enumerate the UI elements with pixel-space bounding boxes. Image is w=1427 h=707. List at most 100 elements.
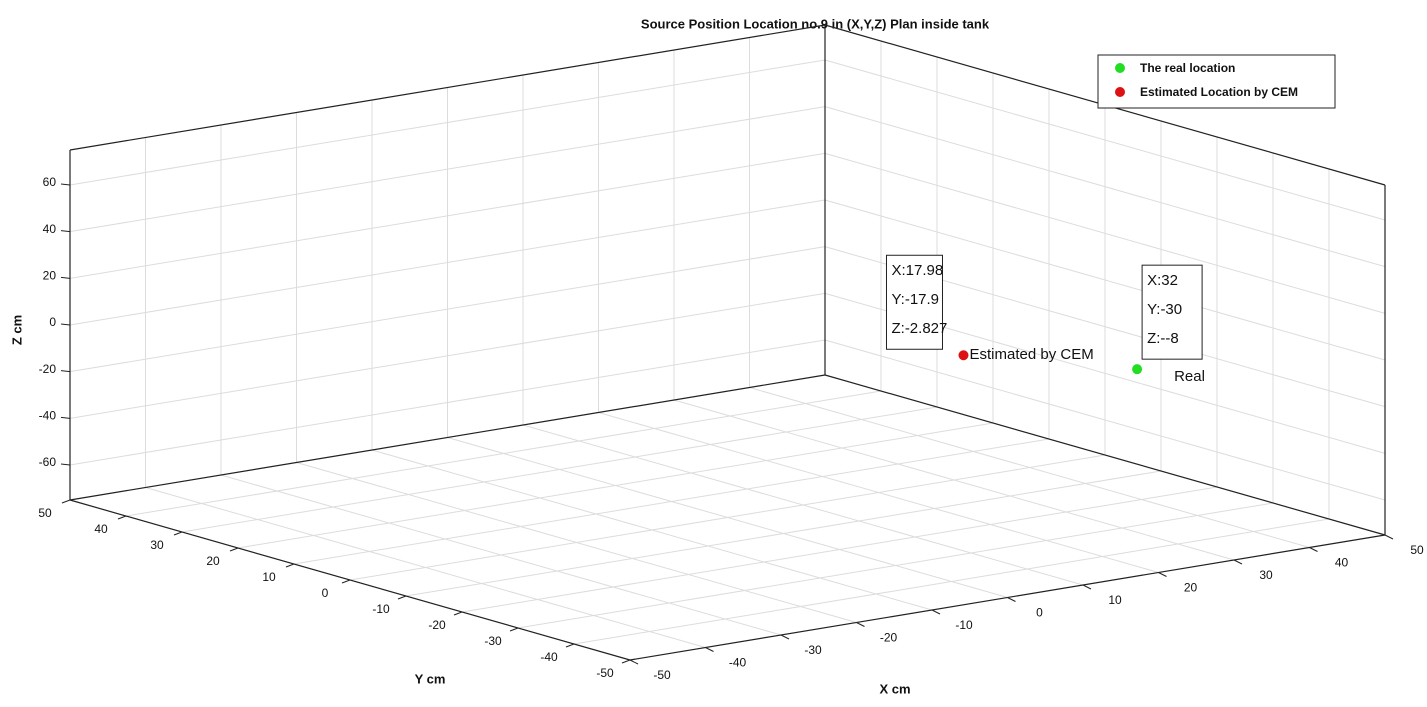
y-tick-label: -50	[596, 666, 614, 680]
grid-line	[69, 246, 826, 373]
z-tick-label: -40	[39, 409, 57, 423]
grid-line	[69, 152, 826, 279]
x-tick	[705, 647, 714, 652]
grid-line	[293, 438, 1050, 565]
x-tick	[1309, 547, 1318, 552]
y-tick-label: -30	[484, 634, 502, 648]
y-tick	[285, 563, 295, 568]
z-tick-label: -20	[39, 362, 57, 376]
x-tick-label: 10	[1108, 593, 1122, 607]
z-tick-label: 40	[43, 222, 57, 236]
z-tick-label: 60	[43, 175, 57, 189]
y-tick-label: 40	[94, 522, 108, 536]
grid-line	[517, 502, 1274, 629]
y-tick-label: 10	[262, 570, 276, 584]
grid-line	[237, 422, 994, 549]
x-tick-label: -50	[653, 668, 671, 682]
y-tick	[229, 547, 239, 552]
grid-line	[824, 59, 1386, 221]
grid-line	[125, 390, 882, 517]
datatip-text: X:32	[1147, 272, 1178, 289]
z-tick	[60, 230, 71, 233]
x-tick-label: -30	[804, 643, 822, 657]
x-tick-label: 50	[1410, 543, 1424, 557]
z-tick	[60, 183, 71, 186]
grid-line	[461, 486, 1218, 613]
y-tick	[117, 515, 127, 520]
grid-line	[69, 59, 826, 186]
grid-line	[69, 292, 826, 419]
point-label: Real	[1174, 368, 1205, 385]
data-point	[1132, 364, 1143, 375]
chart-title: Source Position Location no.9 in (X,Y,Z)…	[641, 16, 990, 31]
z-tick	[60, 416, 71, 419]
x-tick	[1384, 534, 1394, 540]
grid-line	[349, 454, 1106, 581]
y-tick	[621, 659, 631, 664]
y-tick-label: -10	[372, 602, 390, 616]
z-tick-label: 0	[49, 315, 56, 329]
x-tick	[629, 659, 639, 665]
y-axis-label: Y cm	[415, 671, 446, 686]
y-tick-label: 0	[322, 586, 329, 600]
x-tick-label: -20	[880, 631, 898, 645]
data-point	[958, 350, 969, 361]
y-tick	[397, 595, 407, 600]
axis-box	[824, 374, 1386, 536]
z-tick	[60, 276, 71, 279]
grid-line	[181, 406, 938, 533]
legend-label: The real location	[1140, 61, 1235, 75]
x-axis-label: X cm	[879, 681, 910, 696]
y-tick-label: 20	[206, 554, 220, 568]
z-tick	[60, 370, 71, 373]
grid-line	[69, 339, 826, 466]
legend-box	[1097, 54, 1336, 109]
x-tick	[780, 634, 790, 640]
z-tick	[60, 323, 71, 326]
x-tick	[856, 622, 865, 627]
legend-marker	[1115, 63, 1125, 73]
grid-line	[824, 106, 1386, 268]
x-tick-label: 30	[1259, 568, 1273, 582]
legend-label: Estimated Location by CEM	[1140, 85, 1298, 99]
datatip-box	[1141, 264, 1203, 360]
x-tick	[1007, 597, 1016, 602]
grid-line	[69, 106, 826, 233]
datatip-text: X:17.98	[891, 262, 943, 279]
x-tick	[1233, 559, 1243, 565]
datatip-text: Z:-2.827	[891, 320, 947, 337]
grid-line	[824, 152, 1386, 314]
y-tick-label: 30	[150, 538, 164, 552]
y-tick	[341, 579, 351, 584]
grid-line	[824, 339, 1386, 501]
x-tick-label: 20	[1184, 581, 1198, 595]
z-tick-label: -60	[39, 455, 57, 469]
z-tick	[60, 463, 71, 466]
grid-line	[405, 470, 1162, 597]
x-tick-label: 0	[1036, 606, 1043, 620]
z-axis-label: Z cm	[9, 315, 24, 345]
y-tick-label: -40	[540, 650, 558, 664]
x-tick	[1082, 584, 1092, 590]
x-tick-label: 40	[1335, 556, 1349, 570]
y-tick	[509, 627, 519, 632]
axis-box	[69, 24, 826, 151]
y-tick	[565, 643, 575, 648]
x-tick	[1158, 572, 1167, 577]
y-tick	[61, 499, 71, 504]
datatip-box	[885, 254, 943, 350]
legend-marker	[1115, 87, 1125, 97]
datatip-text: Z:--8	[1147, 330, 1179, 347]
z-tick-label: 20	[43, 269, 57, 283]
x-tick-label: -10	[955, 618, 973, 632]
axis-box	[69, 374, 826, 501]
y-tick	[173, 531, 183, 536]
y-tick-label: 50	[38, 506, 52, 520]
y-tick-label: -20	[428, 618, 446, 632]
grid-line	[824, 199, 1386, 361]
x-tick-label: -40	[729, 656, 747, 670]
point-label: Estimated by CEM	[969, 346, 1093, 363]
x-tick	[931, 609, 941, 615]
grid-line	[573, 518, 1330, 645]
